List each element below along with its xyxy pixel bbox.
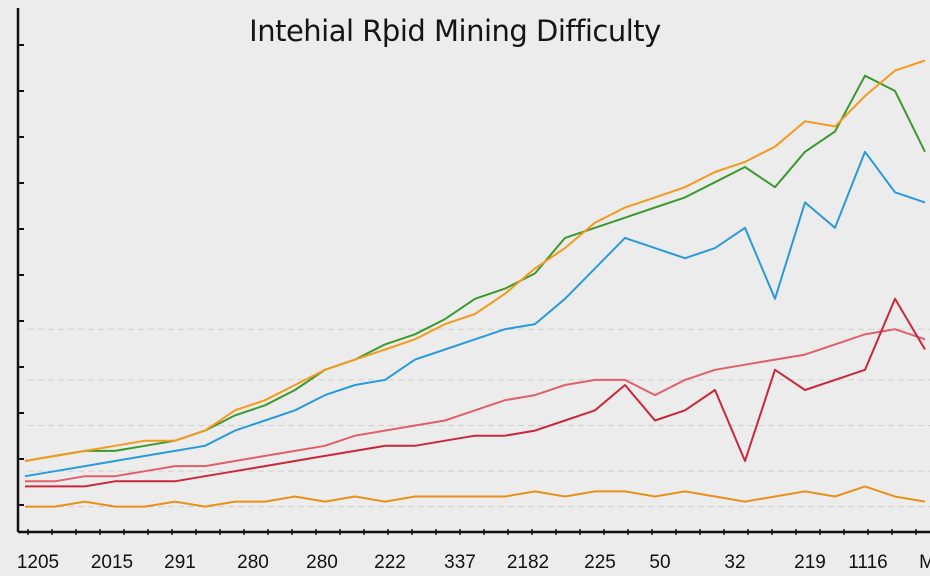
x-tick-label: 225 (584, 552, 616, 573)
x-tick-label: 2182 (507, 552, 549, 573)
x-tick-label: 50 (649, 552, 670, 573)
series-line-5 (25, 485, 926, 508)
series-line-4 (25, 297, 926, 488)
x-tick-label: 280 (306, 552, 338, 573)
x-tick-label: 280 (237, 552, 269, 573)
x-tick-label: 1116 (848, 552, 887, 573)
chart-title: Intehial Rþid Mining Difficulty (249, 14, 661, 48)
series-line-3 (25, 328, 926, 483)
x-tick-label: M (919, 552, 930, 573)
x-tick-label: 1205 (17, 552, 59, 573)
x-tick-label: 32 (724, 552, 745, 573)
x-tick-label: 291 (164, 552, 196, 573)
x-tick-label: 219 (794, 552, 826, 573)
x-tick-label: 222 (374, 552, 406, 573)
series-line-1 (24, 150, 926, 478)
x-tick-label: 2015 (91, 552, 133, 573)
series-line-2 (24, 59, 926, 462)
x-tick-label: 337 (444, 552, 476, 573)
